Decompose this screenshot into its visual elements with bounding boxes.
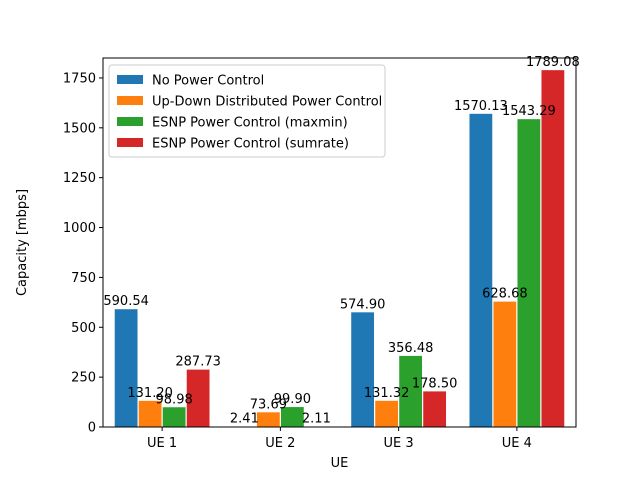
bar-2-ue-4 [493,301,517,427]
bar-4-ue-1 [186,369,210,427]
legend-entry: Up-Down Distributed Power Control [152,95,382,110]
data-label: 99.90 [274,392,311,407]
legend-entry: ESNP Power Control (sumrate) [152,137,349,152]
data-label: 1570.13 [454,99,508,114]
y-tick-label: 1750 [63,71,96,86]
data-label: 131.32 [364,386,410,401]
x-axis: UE 1 UE 2 UE 3 UE 4 [147,427,532,451]
plot-frame [102,57,577,428]
bar-1-ue-3 [351,312,375,427]
data-label: 2.11 [302,412,331,427]
data-label: 590.54 [103,294,149,309]
legend-swatch [117,96,143,105]
data-label: 574.90 [340,297,386,312]
x-tick-label: UE 3 [384,436,414,451]
bar-4-ue-4 [541,70,565,428]
y-tick-label: 1000 [63,221,96,236]
y-tick-label: 250 [71,371,96,386]
data-label: 131.20 [127,386,173,401]
data-label: 287.73 [175,355,221,370]
data-label: 628.68 [482,287,528,302]
data-label: 73.69 [250,397,287,412]
legend-entry: ESNP Power Control (maxmin) [152,116,348,131]
bars-layer [114,70,565,428]
x-tick-label: UE 1 [147,436,177,451]
data-label: 1543.29 [502,104,556,119]
legend: No Power Control Up-Down Distributed Powe… [108,64,386,158]
legend-swatch [117,138,143,147]
data-label: 98.98 [156,392,193,407]
bar-4-ue-3 [423,391,447,427]
bar-3-ue-3 [399,355,423,427]
legend-box [108,64,386,158]
y-axis-label: Capacity [mbps] [15,189,30,296]
bar-1-ue-1 [114,309,138,427]
x-axis-label: UE [331,456,349,471]
data-label: 1789.08 [526,55,580,70]
y-tick-label: 1500 [63,121,96,136]
bar-3-ue-4 [517,119,541,427]
y-tick-label: 1250 [63,171,96,186]
legend-swatch [117,117,143,126]
bar-3-ue-2 [280,407,304,427]
x-tick-label: UE 4 [502,436,532,451]
y-tick-label: 500 [71,321,96,336]
x-tick-label: UE 2 [265,436,295,451]
bar-1-ue-4 [469,113,493,427]
y-axis: 0 250 500 750 1000 1250 1500 1750 [63,71,103,436]
data-label: 356.48 [388,341,434,356]
y-tick-label: 0 [88,421,96,436]
bar-2-ue-3 [375,400,399,427]
data-label: 2.41 [230,412,259,427]
legend-swatch [117,75,143,84]
bar-2-ue-2 [256,412,280,427]
bar-2-ue-1 [138,400,162,427]
data-label: 178.50 [412,376,458,391]
legend-entry: No Power Control [152,74,264,89]
bar-3-ue-1 [162,407,186,427]
y-tick-label: 750 [71,271,96,286]
